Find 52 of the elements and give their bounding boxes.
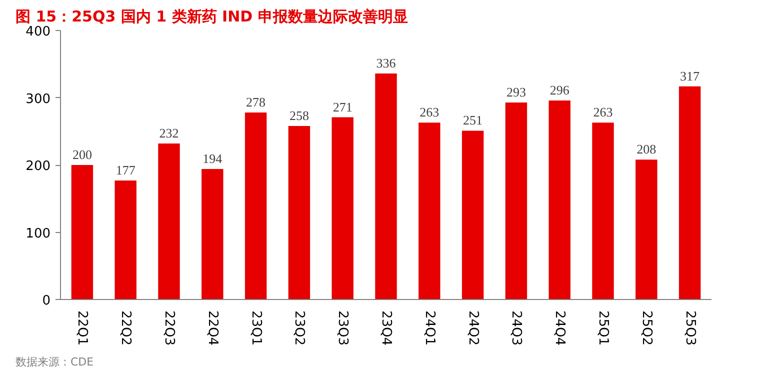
bar bbox=[375, 74, 397, 300]
data-label: 258 bbox=[289, 108, 309, 123]
x-tick-label: 24Q1 bbox=[422, 310, 437, 346]
data-label: 251 bbox=[463, 112, 483, 128]
data-label: 296 bbox=[550, 82, 570, 98]
bar bbox=[114, 180, 136, 300]
y-tick-label: 300 bbox=[26, 92, 51, 107]
data-label: 208 bbox=[636, 142, 656, 157]
data-label: 232 bbox=[159, 125, 179, 140]
x-tick-label: 23Q1 bbox=[248, 310, 264, 346]
data-label: 194 bbox=[202, 151, 223, 166]
bar bbox=[678, 86, 701, 300]
data-label: 263 bbox=[593, 104, 613, 120]
bar bbox=[418, 122, 440, 300]
y-tick-label: 400 bbox=[26, 24, 51, 40]
bar bbox=[202, 169, 224, 300]
bar bbox=[288, 126, 310, 300]
y-tick-label: 0 bbox=[42, 294, 51, 308]
bar bbox=[548, 100, 570, 300]
data-label: 177 bbox=[116, 162, 136, 178]
data-label: 317 bbox=[680, 68, 700, 84]
y-tick-label: 100 bbox=[26, 226, 51, 242]
source-note: 数据来源：CDE bbox=[16, 356, 94, 368]
data-label: 200 bbox=[72, 147, 92, 162]
x-tick-label: 22Q2 bbox=[118, 310, 134, 346]
bar bbox=[244, 112, 267, 300]
y-tick-label: 200 bbox=[26, 159, 51, 174]
x-tick-label: 22Q1 bbox=[74, 310, 90, 346]
data-label: 271 bbox=[332, 99, 352, 114]
bar bbox=[592, 122, 614, 300]
x-tick-label: 23Q2 bbox=[292, 310, 307, 346]
chart-title: 图 15：25Q3 国内 1 类新药 IND 申报数量边际改善明显 bbox=[16, 8, 408, 26]
data-label: 278 bbox=[246, 94, 266, 110]
x-tick-label: 23Q3 bbox=[335, 310, 350, 346]
x-tick-label: 23Q4 bbox=[378, 310, 394, 346]
data-label: 263 bbox=[420, 104, 440, 120]
x-tick-label: 22Q4 bbox=[204, 310, 220, 346]
bar bbox=[505, 102, 528, 300]
bar bbox=[636, 160, 658, 300]
x-tick-label: 22Q3 bbox=[162, 310, 176, 346]
bar bbox=[332, 117, 354, 300]
bar bbox=[462, 130, 484, 300]
data-label: 293 bbox=[506, 84, 526, 100]
x-tick-label: 24Q2 bbox=[465, 310, 480, 346]
bar bbox=[158, 143, 180, 300]
x-tick-label: 24Q4 bbox=[552, 310, 568, 346]
x-tick-label: 24Q3 bbox=[508, 310, 524, 346]
bar bbox=[71, 165, 94, 300]
x-tick-label: 25Q2 bbox=[638, 310, 654, 346]
x-tick-label: 25Q3 bbox=[682, 310, 698, 346]
x-tick-label: 25Q1 bbox=[596, 310, 610, 346]
data-label: 336 bbox=[376, 56, 396, 71]
